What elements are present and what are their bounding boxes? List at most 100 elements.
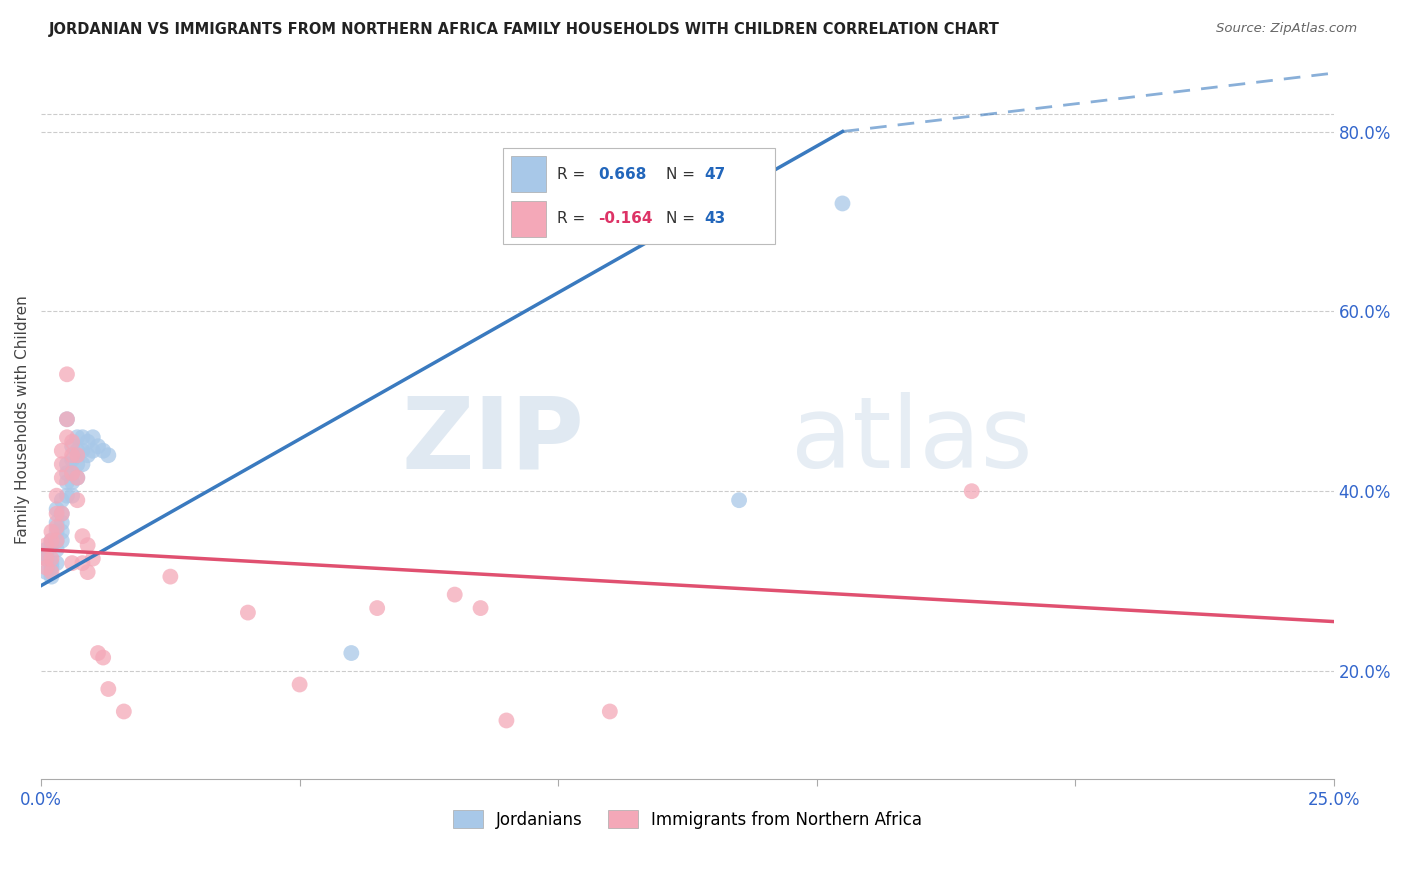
Point — [112, 705, 135, 719]
Point — [72, 457, 94, 471]
Text: JORDANIAN VS IMMIGRANTS FROM NORTHERN AFRICA FAMILY HOUSEHOLDS WITH CHILDREN COR: JORDANIAN VS IMMIGRANTS FROM NORTHERN AF… — [49, 22, 1000, 37]
Point — [495, 714, 517, 728]
Point — [87, 439, 110, 453]
Bar — [510, 156, 546, 192]
Point — [56, 457, 79, 471]
Point — [87, 646, 110, 660]
Point — [60, 556, 83, 570]
Point — [35, 542, 58, 557]
Text: 43: 43 — [704, 211, 725, 226]
Text: 47: 47 — [704, 167, 725, 182]
Text: -0.164: -0.164 — [598, 211, 652, 226]
Text: ZIP: ZIP — [401, 392, 583, 490]
Point — [66, 457, 89, 471]
Point — [159, 569, 181, 583]
Point — [41, 538, 63, 552]
Point — [960, 484, 983, 499]
Point — [728, 493, 751, 508]
Point — [366, 601, 388, 615]
Text: Source: ZipAtlas.com: Source: ZipAtlas.com — [1216, 22, 1357, 36]
Text: 0.668: 0.668 — [598, 167, 647, 182]
Point — [45, 502, 67, 516]
Point — [599, 705, 621, 719]
Point — [51, 493, 73, 508]
Point — [288, 677, 311, 691]
Point — [56, 430, 79, 444]
Point — [35, 538, 58, 552]
Text: R =: R = — [557, 211, 591, 226]
Point — [45, 533, 67, 548]
Point — [72, 556, 94, 570]
Point — [45, 524, 67, 539]
Point — [60, 467, 83, 481]
Point — [66, 448, 89, 462]
Point — [91, 443, 114, 458]
Point — [443, 588, 465, 602]
Point — [35, 547, 58, 561]
Point — [76, 448, 98, 462]
Point — [56, 412, 79, 426]
Point — [35, 565, 58, 579]
Point — [56, 467, 79, 481]
Point — [56, 368, 79, 382]
Point — [66, 493, 89, 508]
Legend: Jordanians, Immigrants from Northern Africa: Jordanians, Immigrants from Northern Afr… — [446, 804, 929, 835]
Point — [51, 524, 73, 539]
Point — [41, 569, 63, 583]
Point — [51, 457, 73, 471]
Point — [56, 475, 79, 490]
Y-axis label: Family Households with Children: Family Households with Children — [15, 295, 30, 543]
FancyBboxPatch shape — [503, 148, 775, 244]
Point — [97, 681, 120, 696]
Point — [82, 430, 104, 444]
Text: N =: N = — [666, 167, 700, 182]
Point — [41, 556, 63, 570]
Point — [45, 489, 67, 503]
Point — [51, 507, 73, 521]
Point — [45, 556, 67, 570]
Point — [76, 565, 98, 579]
Point — [60, 448, 83, 462]
Point — [66, 443, 89, 458]
Point — [35, 551, 58, 566]
Point — [72, 443, 94, 458]
Point — [41, 551, 63, 566]
Point — [51, 443, 73, 458]
Point — [831, 196, 853, 211]
Point — [82, 443, 104, 458]
Point — [41, 524, 63, 539]
Text: N =: N = — [666, 211, 700, 226]
Point — [76, 538, 98, 552]
Point — [41, 533, 63, 548]
Point — [41, 533, 63, 548]
Point — [35, 560, 58, 574]
Point — [60, 434, 83, 449]
Point — [56, 489, 79, 503]
Point — [72, 529, 94, 543]
Point — [51, 471, 73, 485]
Point — [66, 430, 89, 444]
Bar — [510, 201, 546, 236]
Point — [45, 507, 67, 521]
Point — [60, 475, 83, 490]
Point — [82, 551, 104, 566]
Point — [51, 507, 73, 521]
Point — [41, 565, 63, 579]
Point — [340, 646, 363, 660]
Point — [72, 430, 94, 444]
Point — [35, 551, 58, 566]
Point — [60, 439, 83, 453]
Point — [45, 516, 67, 530]
Point — [60, 489, 83, 503]
Point — [66, 471, 89, 485]
Point — [45, 520, 67, 534]
Point — [51, 516, 73, 530]
Point — [470, 601, 492, 615]
Point — [97, 448, 120, 462]
Point — [76, 434, 98, 449]
Point — [56, 412, 79, 426]
Point — [51, 533, 73, 548]
Point — [45, 542, 67, 557]
Point — [91, 650, 114, 665]
Text: R =: R = — [557, 167, 591, 182]
